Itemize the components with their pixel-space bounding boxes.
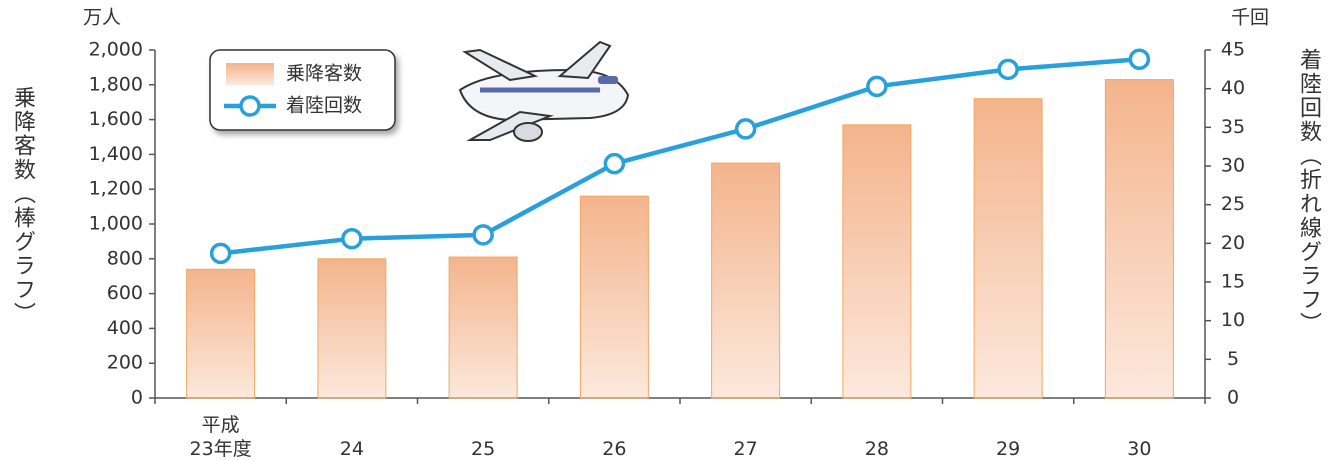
x-tick-label: 25 <box>471 438 496 460</box>
y-axis-title: 乗降客数（棒グラフ） <box>10 86 35 326</box>
line-marker <box>1128 48 1151 71</box>
legend-marker <box>239 95 261 117</box>
line <box>220 57 1140 256</box>
y-tick-label: 600 <box>107 282 143 304</box>
y-tick-label: 400 <box>107 317 143 339</box>
y2-unit: 千回 <box>1231 7 1269 29</box>
x-tick-label: 24 <box>339 438 364 460</box>
y2-tick-label: 35 <box>1221 116 1245 138</box>
y2-tick-label: 5 <box>1227 348 1239 370</box>
airplane-illustration <box>458 40 630 142</box>
legend-swatch <box>226 63 274 85</box>
bar <box>711 162 781 399</box>
line-marker <box>603 152 626 175</box>
bar <box>1104 79 1174 399</box>
bar <box>317 258 387 399</box>
y-tick-label: 800 <box>107 247 143 269</box>
bar <box>842 124 912 399</box>
line-marker <box>209 242 232 265</box>
y2-tick-label: 10 <box>1221 309 1245 331</box>
x-tick-label: 平成 23年度 <box>189 414 252 460</box>
y-tick-label: 0 <box>131 387 143 409</box>
bar <box>448 256 518 399</box>
y2-axis-title: 着陸回数（折れ線グラフ） <box>1296 48 1321 336</box>
y2-tick-label: 15 <box>1221 271 1245 293</box>
legend-label: 乗降客数 <box>286 63 362 85</box>
y2-tick-label: 0 <box>1227 387 1239 409</box>
y-tick-label: 200 <box>107 352 143 374</box>
y-tick-label: 1,400 <box>89 143 143 165</box>
y2-tick-label: 40 <box>1221 77 1245 99</box>
x-tick-label: 26 <box>602 438 627 460</box>
x-tick-label: 27 <box>733 438 758 460</box>
line-marker <box>866 75 888 98</box>
bar <box>973 98 1043 399</box>
y-unit: 万人 <box>83 7 121 29</box>
y-tick-label: 1,800 <box>89 73 143 95</box>
x-tick-label: 29 <box>996 438 1021 460</box>
y-tick-label: 2,000 <box>89 39 143 61</box>
line-marker <box>997 58 1019 81</box>
x-tick-label: 30 <box>1127 438 1152 460</box>
y-tick-label: 1,200 <box>89 178 143 200</box>
y-tick-label: 1,600 <box>89 108 143 130</box>
y2-tick-label: 30 <box>1221 155 1245 177</box>
line-marker <box>341 227 363 250</box>
y2-tick-label: 25 <box>1221 193 1245 215</box>
line-marker <box>472 224 494 246</box>
y2-tick-label: 20 <box>1221 232 1245 254</box>
bar <box>186 268 256 399</box>
y2-tick-label: 45 <box>1221 39 1245 61</box>
line-marker <box>734 118 757 140</box>
bar <box>579 195 649 399</box>
x-tick-label: 28 <box>864 438 889 460</box>
y-tick-label: 1,000 <box>89 213 143 235</box>
legend-label: 着陸回数 <box>286 95 362 117</box>
